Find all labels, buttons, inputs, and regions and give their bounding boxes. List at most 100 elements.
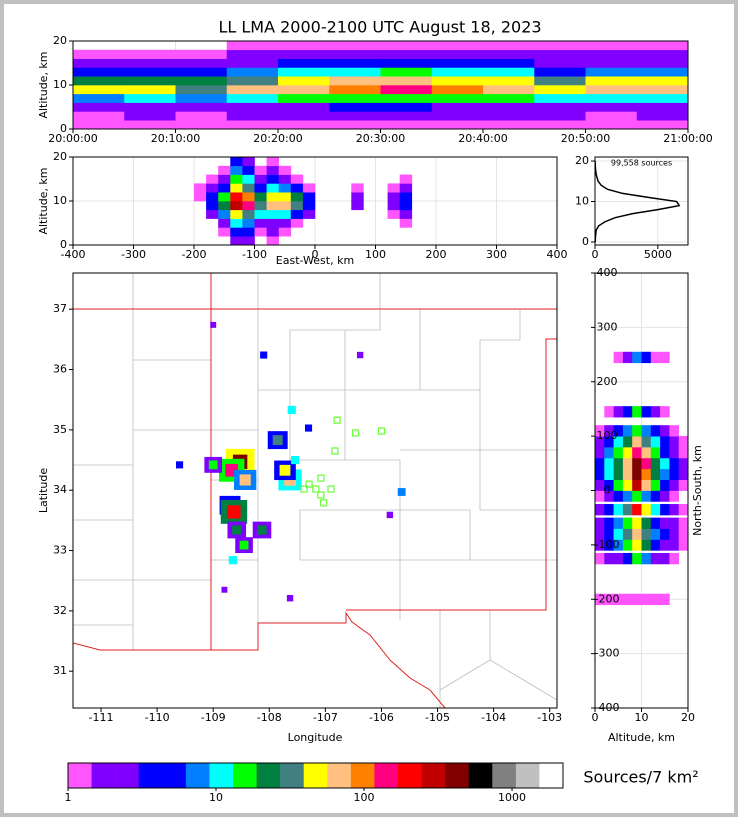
y-tick-label: -300 [595, 647, 620, 660]
x-axis-label: East-West, km [276, 254, 354, 267]
density-cell [124, 102, 176, 112]
density-cell [641, 351, 652, 364]
colorbar-segment [162, 763, 187, 788]
x-tick-label: -108 [257, 711, 282, 724]
y-tick-label: -400 [595, 701, 620, 714]
density-cell [650, 479, 661, 491]
density-cell [678, 468, 688, 480]
density-cell [242, 174, 255, 184]
density-cell [242, 192, 255, 202]
colorbar-segment [233, 763, 257, 788]
x-tick-label: -111 [89, 711, 114, 724]
source-cluster [239, 540, 249, 550]
density-cell [226, 67, 279, 77]
density-cell [380, 111, 433, 121]
density-cell [636, 49, 688, 59]
density-cell [650, 406, 661, 418]
y-tick-label: 34 [53, 483, 67, 496]
lma-station [317, 474, 325, 482]
density-cell [242, 218, 255, 228]
density-cell [650, 593, 661, 606]
plot-area [73, 41, 688, 129]
x-tick-label: 0 [312, 248, 319, 261]
lma-station [377, 427, 386, 435]
density-cell [660, 490, 670, 502]
colorbar-frame [67, 762, 564, 789]
x-tick-label: -300 [121, 248, 146, 261]
density-cell [226, 49, 279, 59]
density-cell [175, 49, 228, 59]
density-cell [660, 351, 670, 364]
density-cell [678, 539, 688, 551]
density-cell [650, 457, 661, 470]
density-cell [650, 552, 661, 565]
colorbar-segment [91, 763, 116, 788]
density-cell [226, 85, 279, 95]
density-cell [636, 102, 688, 112]
density-cell [585, 67, 638, 77]
density-cell [206, 209, 219, 219]
density-cell [534, 58, 586, 68]
density-cell [73, 120, 125, 129]
density-cell [613, 490, 624, 502]
panel: -400 -300 -200 -100 0 100 200 300 400 0 10 20 East-W… [37, 150, 568, 267]
colorbar-tick-label: 100 [354, 791, 375, 804]
density-cell [242, 227, 255, 237]
y-tick-label: 0 [60, 238, 67, 251]
colorbar-segment [303, 763, 328, 788]
density-cell [632, 406, 642, 418]
y-tick-label: 0 [604, 484, 611, 497]
x-tick-label: 20:30:00 [356, 132, 405, 145]
density-cell [218, 165, 231, 175]
colorbar-segment [515, 763, 540, 788]
panel: -111 -110 -109 -108 -107 -106 -105 -104 -103 31 32… [37, 272, 562, 744]
density-cell [399, 201, 413, 211]
density-cell [431, 85, 484, 95]
colorbar-segment [374, 763, 399, 788]
density-cell [431, 120, 484, 129]
density-cell [278, 93, 330, 103]
density-cell [329, 120, 381, 129]
density-cell [641, 425, 652, 437]
density-cell [534, 76, 586, 86]
density-cell [622, 468, 633, 480]
density-cell [595, 446, 605, 459]
density-cell [278, 201, 292, 211]
density-cell [669, 490, 679, 502]
density-cell [380, 102, 433, 112]
density-cell [669, 468, 679, 480]
density-cell [290, 192, 304, 202]
density-cell [266, 218, 279, 228]
source-cluster [386, 511, 394, 519]
density-cell [380, 85, 433, 95]
density-cell [175, 85, 228, 95]
density-cell [622, 528, 633, 540]
density-cell [678, 446, 688, 459]
density-cell [483, 49, 535, 59]
x-tick-label: -109 [201, 711, 226, 724]
density-cell [124, 76, 176, 86]
density-cell [632, 446, 642, 459]
density-cell [650, 468, 661, 480]
density-cell [678, 436, 688, 448]
density-cell [595, 490, 605, 502]
density-cell [254, 192, 267, 202]
plot-area [176, 321, 406, 602]
colorbar-segment [398, 763, 422, 788]
density-cell [622, 552, 633, 565]
density-cell [387, 192, 400, 202]
y-axis-label: Altitude, km [37, 51, 50, 118]
axes-frame [594, 156, 689, 246]
y-tick-label: 100 [597, 429, 618, 442]
density-cell [604, 446, 614, 459]
density-cell [632, 504, 642, 516]
density-cell [669, 425, 679, 437]
colorbar-segment [539, 763, 564, 788]
source-cluster [232, 525, 242, 535]
density-cell [351, 192, 364, 202]
x-tick-label: -104 [481, 711, 506, 724]
density-cell [206, 183, 219, 193]
density-cell [641, 539, 652, 551]
density-cell [73, 58, 125, 68]
density-cell [660, 436, 670, 448]
